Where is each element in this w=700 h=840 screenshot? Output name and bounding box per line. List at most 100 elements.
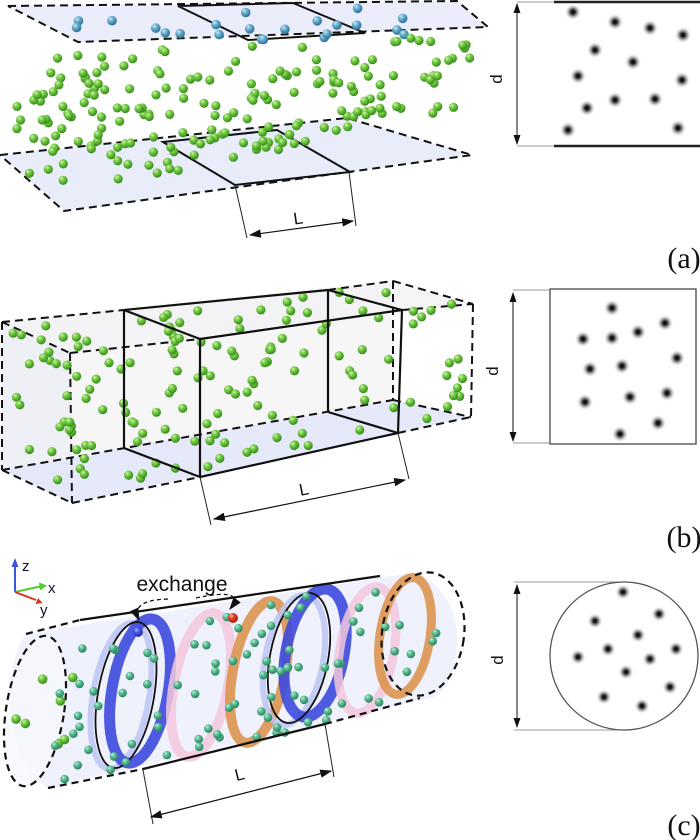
density-dot [574, 330, 592, 348]
particle [444, 55, 454, 65]
particle [297, 428, 307, 438]
particle [375, 103, 385, 113]
particle [234, 623, 243, 633]
density-dot [603, 299, 621, 317]
particle [431, 57, 441, 67]
particle [299, 348, 309, 358]
particle [363, 71, 373, 81]
particle [71, 22, 82, 33]
particle [84, 78, 94, 88]
particle [364, 694, 373, 703]
particle [353, 107, 363, 117]
particle [115, 116, 125, 126]
particle [388, 71, 398, 81]
particle [349, 617, 358, 626]
particle [240, 7, 251, 18]
particle [151, 407, 161, 417]
particle [262, 657, 272, 666]
particle [113, 142, 123, 152]
density-dot [559, 121, 577, 139]
particle [360, 96, 370, 106]
exchange-annotation: exchange [130, 573, 241, 622]
particle [75, 722, 84, 732]
particle [299, 695, 309, 705]
particle [230, 699, 240, 709]
particle [337, 106, 347, 116]
particle [334, 351, 344, 361]
particle [121, 757, 131, 767]
particle [433, 102, 443, 112]
particle [16, 330, 26, 340]
particle [408, 306, 419, 316]
density-dot [656, 314, 674, 332]
density-dot [621, 388, 639, 406]
particle [125, 671, 135, 681]
particle [425, 75, 435, 85]
particle [69, 729, 78, 738]
particle [24, 168, 34, 178]
particle [289, 87, 299, 97]
particle [155, 69, 165, 79]
box-floor-face [2, 400, 471, 503]
axis-label-y: y [40, 602, 48, 619]
particle [51, 131, 61, 141]
particle [220, 128, 230, 138]
particle [173, 680, 182, 690]
particle [104, 358, 114, 368]
particle [323, 707, 333, 716]
particle [44, 347, 54, 357]
particle [244, 24, 255, 34]
particle [211, 659, 220, 668]
particle [392, 36, 402, 47]
particle [50, 741, 60, 750]
particle [128, 54, 138, 64]
particle [277, 333, 287, 343]
particle [328, 88, 338, 98]
panel-label-c: (c) [667, 809, 700, 840]
particle [81, 393, 91, 403]
particle [96, 112, 106, 122]
particle [112, 103, 122, 113]
bottom-plate-central-cell [159, 128, 354, 187]
density-dot [668, 641, 684, 657]
particle [402, 667, 412, 677]
particle [106, 765, 115, 775]
particle [458, 40, 468, 50]
particle [202, 640, 211, 650]
particle [312, 65, 322, 75]
particle [153, 711, 163, 720]
particle [165, 109, 175, 119]
particle [397, 13, 408, 24]
density-dot [673, 71, 691, 89]
density-dot [564, 3, 582, 21]
particle [230, 389, 241, 399]
cylinder-left-cap [2, 634, 68, 788]
particle [211, 101, 221, 111]
particle [259, 670, 268, 680]
particle [351, 20, 362, 31]
axis-label-z: z [22, 558, 30, 575]
particle [357, 345, 367, 355]
particle [190, 689, 200, 699]
particle [242, 650, 252, 659]
particle [86, 441, 97, 451]
particle [268, 665, 277, 674]
particle [406, 33, 416, 43]
inset-a-cross-section: d [487, 0, 700, 148]
particle [73, 50, 83, 61]
particle [53, 475, 63, 485]
particle [190, 436, 200, 446]
particle [381, 288, 391, 298]
particle [233, 315, 243, 325]
panel-label-b: (b) [667, 521, 700, 554]
particle [148, 132, 159, 142]
particle [60, 774, 69, 784]
particle [32, 90, 42, 100]
particle [266, 600, 276, 610]
particle [8, 328, 18, 338]
particle [144, 160, 154, 170]
particle [367, 55, 377, 65]
particle [280, 24, 290, 35]
density-dot [615, 584, 631, 600]
density-dot [611, 425, 629, 443]
